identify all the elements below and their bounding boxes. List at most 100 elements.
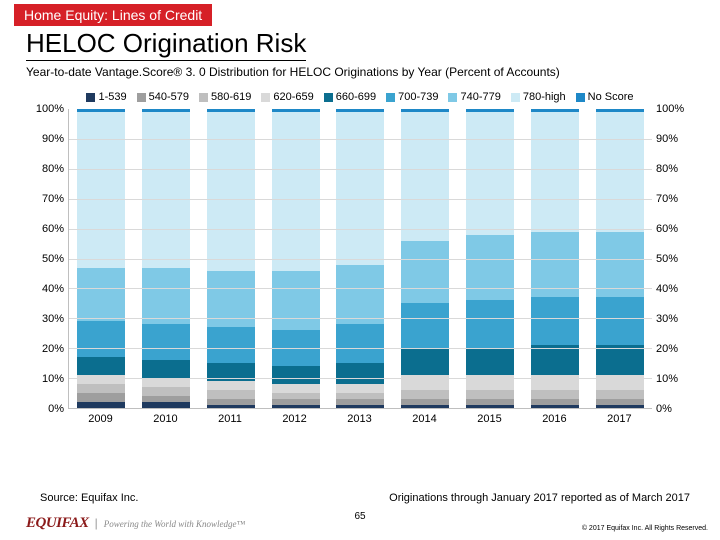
bar-segment xyxy=(77,375,125,384)
bar-segment xyxy=(466,300,514,348)
bar-segment xyxy=(466,405,514,408)
y-tick-right: 20% xyxy=(656,343,690,355)
y-tick-left: 60% xyxy=(30,223,64,235)
logo-separator: | xyxy=(95,516,98,530)
x-tick-label: 2013 xyxy=(347,413,371,425)
bar-segment xyxy=(596,297,644,345)
bar-segment xyxy=(207,381,255,390)
bar-segment xyxy=(142,378,190,387)
y-tick-left: 30% xyxy=(30,313,64,325)
y-tick-left: 20% xyxy=(30,343,64,355)
bar-segment xyxy=(466,348,514,375)
grid-line xyxy=(69,288,652,289)
page-number: 65 xyxy=(354,511,365,522)
legend-item: 620-659 xyxy=(261,91,313,103)
bar-segment xyxy=(142,387,190,396)
bar-segment xyxy=(77,321,125,357)
bar-segment xyxy=(207,327,255,363)
x-tick-label: 2010 xyxy=(153,413,177,425)
grid-line xyxy=(69,229,652,230)
legend-swatch xyxy=(137,93,146,102)
legend-label: 700-739 xyxy=(398,91,438,103)
y-tick-right: 10% xyxy=(656,373,690,385)
y-tick-left: 70% xyxy=(30,193,64,205)
bar-segment xyxy=(531,297,579,345)
bar-segment xyxy=(272,384,320,393)
bar-segment xyxy=(531,390,579,399)
y-tick-left: 90% xyxy=(30,133,64,145)
bar-segment xyxy=(466,390,514,399)
y-tick-right: 90% xyxy=(656,133,690,145)
logo-brand: EQUIFAX xyxy=(26,515,89,532)
legend-label: 740-779 xyxy=(460,91,500,103)
grid-line xyxy=(69,378,652,379)
y-tick-right: 80% xyxy=(656,163,690,175)
copyright-text: © 2017 Equifax Inc. All Rights Reserved. xyxy=(582,525,708,532)
bar-segment xyxy=(596,405,644,408)
plot-area xyxy=(68,109,652,409)
x-tick-label: 2009 xyxy=(88,413,112,425)
y-tick-right: 70% xyxy=(656,193,690,205)
legend-swatch xyxy=(199,93,208,102)
legend-item: 580-619 xyxy=(199,91,251,103)
legend-swatch xyxy=(448,93,457,102)
legend-label: 660-699 xyxy=(336,91,376,103)
bar-segment xyxy=(401,241,449,304)
bar-segment xyxy=(336,405,384,408)
caption-text: Originations through January 2017 report… xyxy=(389,492,690,504)
bar-segment xyxy=(531,112,579,232)
bar-segment xyxy=(142,402,190,408)
x-tick-label: 2016 xyxy=(542,413,566,425)
grid-line xyxy=(69,139,652,140)
y-tick-right: 30% xyxy=(656,313,690,325)
section-banner: Home Equity: Lines of Credit xyxy=(14,4,212,26)
grid-line xyxy=(69,169,652,170)
source-text: Source: Equifax Inc. xyxy=(40,492,138,504)
legend-item: 660-699 xyxy=(324,91,376,103)
legend-label: 620-659 xyxy=(273,91,313,103)
chart-legend: 1-539 540-579 580-619 620-659 660-699 700-739… xyxy=(0,91,720,103)
grid-line xyxy=(69,259,652,260)
bar-segment xyxy=(77,402,125,408)
bar-segment xyxy=(466,235,514,301)
bar-segment xyxy=(401,405,449,408)
legend-item: 700-739 xyxy=(386,91,438,103)
legend-swatch xyxy=(511,93,520,102)
page-subtitle: Year-to-date Vantage.Score® 3. 0 Distrib… xyxy=(26,65,720,79)
bar-segment xyxy=(77,268,125,322)
bar-segment xyxy=(142,112,190,267)
bar-segment xyxy=(336,324,384,363)
legend-swatch xyxy=(324,93,333,102)
x-tick-label: 2011 xyxy=(218,413,242,425)
bar-segment xyxy=(401,390,449,399)
grid-line xyxy=(69,318,652,319)
bar-segment xyxy=(272,366,320,384)
bar-segment xyxy=(77,393,125,402)
bar-segment xyxy=(142,268,190,325)
y-tick-right: 60% xyxy=(656,223,690,235)
bar-segment xyxy=(77,384,125,393)
bar-segment xyxy=(272,112,320,270)
y-tick-left: 50% xyxy=(30,253,64,265)
bar-segment xyxy=(596,112,644,232)
x-tick-label: 2014 xyxy=(412,413,436,425)
bar-segment xyxy=(207,112,255,270)
y-tick-left: 0% xyxy=(30,403,64,415)
chart-area: 0%10%20%30%40%50%60%70%80%90%100% 0%10%2… xyxy=(30,109,690,449)
bar-segment xyxy=(401,112,449,241)
bar-segment xyxy=(77,357,125,375)
bar-segment xyxy=(207,390,255,399)
legend-label: 540-579 xyxy=(149,91,189,103)
grid-line xyxy=(69,199,652,200)
legend-swatch xyxy=(576,93,585,102)
bar-segment xyxy=(336,265,384,325)
bar-segment xyxy=(531,345,579,375)
legend-item: 740-779 xyxy=(448,91,500,103)
y-tick-left: 40% xyxy=(30,283,64,295)
legend-item: 1-539 xyxy=(86,91,126,103)
grid-line xyxy=(69,348,652,349)
bar-segment xyxy=(336,363,384,384)
legend-swatch xyxy=(86,93,95,102)
y-tick-right: 50% xyxy=(656,253,690,265)
bar-segment xyxy=(401,303,449,348)
